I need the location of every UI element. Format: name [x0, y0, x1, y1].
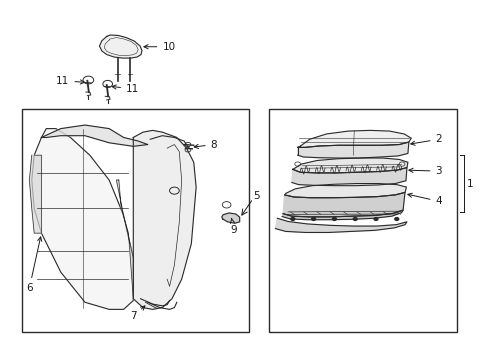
- Polygon shape: [292, 158, 407, 173]
- Text: 1: 1: [466, 179, 472, 189]
- Text: 2: 2: [410, 134, 441, 145]
- Bar: [268, 109, 456, 332]
- Polygon shape: [282, 210, 402, 220]
- Polygon shape: [133, 130, 196, 309]
- Text: 3: 3: [408, 166, 441, 176]
- Text: 9: 9: [230, 219, 237, 235]
- Text: 7: 7: [130, 306, 144, 321]
- Polygon shape: [275, 218, 406, 233]
- Polygon shape: [283, 192, 404, 217]
- Circle shape: [394, 217, 398, 220]
- Polygon shape: [291, 168, 406, 186]
- Circle shape: [332, 217, 336, 220]
- Polygon shape: [29, 155, 41, 233]
- Polygon shape: [32, 129, 133, 309]
- Circle shape: [373, 217, 377, 220]
- Circle shape: [290, 217, 294, 220]
- Circle shape: [352, 217, 356, 220]
- Polygon shape: [116, 180, 133, 299]
- Text: 10: 10: [143, 42, 175, 52]
- Text: 4: 4: [407, 193, 441, 206]
- Polygon shape: [41, 125, 147, 146]
- Text: 11: 11: [112, 84, 139, 94]
- Text: 8: 8: [194, 140, 217, 149]
- Circle shape: [311, 217, 315, 220]
- Text: 11: 11: [56, 76, 84, 86]
- Polygon shape: [99, 35, 142, 58]
- Polygon shape: [297, 130, 410, 147]
- Polygon shape: [222, 213, 239, 223]
- Polygon shape: [284, 184, 406, 198]
- Polygon shape: [297, 142, 408, 158]
- Bar: [22, 109, 249, 332]
- Text: 5: 5: [253, 191, 259, 201]
- Text: 6: 6: [26, 237, 41, 293]
